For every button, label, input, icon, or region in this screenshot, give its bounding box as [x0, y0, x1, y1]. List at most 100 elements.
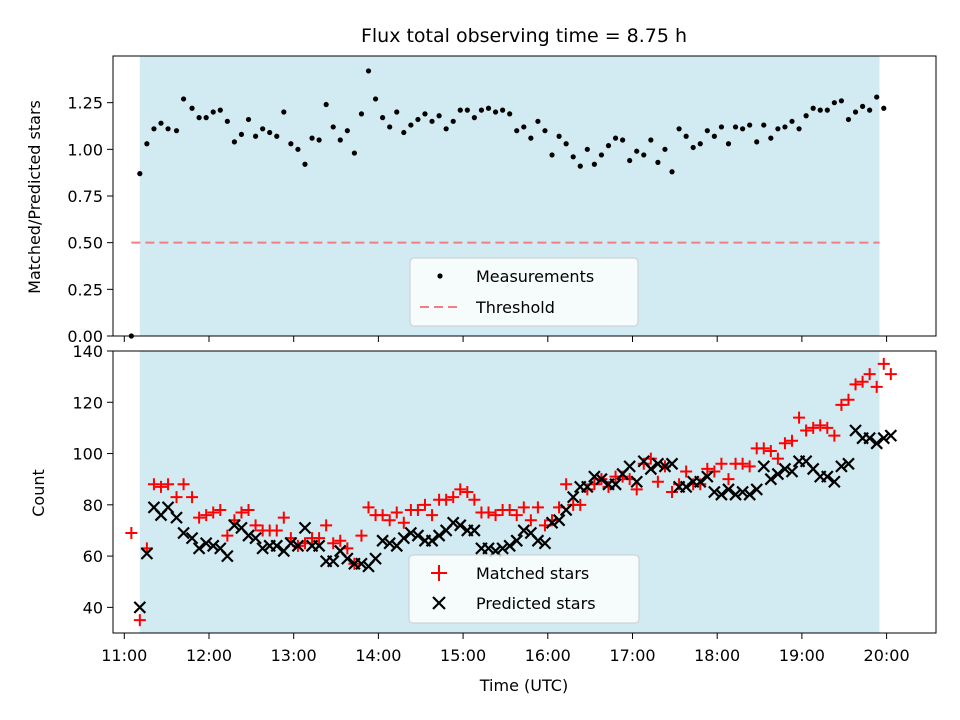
measurement-point [158, 120, 164, 126]
matched-star-point [574, 498, 587, 511]
measurement-point [267, 129, 273, 136]
matched-star-point [200, 509, 213, 522]
predicted-star-point [312, 539, 326, 553]
matched-star-point [771, 452, 784, 465]
x-tick-label: 17:00 [609, 646, 655, 665]
bottom-x-axis: 11:00 12:00 13:00 14:00 15:00 16:00 17:00 18:00… [101, 633, 910, 665]
predicted-star-point [630, 475, 644, 489]
measurement-point [704, 128, 710, 134]
measurement-point [563, 141, 569, 147]
matched-star-point [856, 375, 869, 388]
measurement-point [387, 124, 393, 130]
matched-star-point [397, 516, 410, 529]
predicted-star-point [877, 431, 891, 445]
bottom-y-tick-label: 60 [83, 547, 103, 566]
matched-legend-marker [431, 565, 447, 581]
measurement-point [295, 146, 301, 152]
predicted-star-point [376, 534, 389, 547]
bottom-panel: 40 60 80 100 120 140 11:00 12:00 13:00 14:00 15:0… [29, 342, 937, 695]
predicted-star-point [863, 431, 876, 445]
measurements-legend-marker [437, 273, 443, 279]
measurement-point [747, 122, 753, 128]
bottom-y-tick-label: 100 [72, 445, 103, 464]
matched-star-point [510, 509, 523, 522]
measurement-point [549, 152, 555, 158]
measurement-point [641, 152, 647, 158]
measurement-point [457, 107, 463, 113]
measurement-point [528, 135, 534, 141]
predicted-star-point [249, 531, 262, 545]
matched-star-point [327, 537, 340, 550]
measurement-point [683, 133, 689, 139]
predicted-star-point [566, 490, 580, 504]
measurement-point [245, 116, 252, 123]
measurement-point [556, 133, 562, 139]
matched-star-point [221, 529, 234, 542]
predicted-star-point [595, 472, 608, 486]
measurement-point [697, 141, 703, 147]
predicted-star-point [750, 483, 763, 496]
measurement-point [514, 128, 520, 134]
measurement-point [471, 115, 477, 121]
matched-star-point [736, 457, 749, 470]
measurement-point [669, 169, 675, 175]
predicted-star-point [821, 470, 834, 483]
predicted-star-point [764, 472, 778, 486]
matched-star-point [807, 421, 820, 434]
matched-star-point [877, 357, 890, 370]
matched-star-point [214, 503, 227, 516]
predicted-star-point [468, 524, 481, 537]
predicted-star-point [170, 511, 183, 524]
predicted-star-point [404, 526, 418, 540]
predicted-star-point [701, 470, 714, 483]
measurement-point [165, 126, 171, 132]
x-axis-label: Time (UTC) [479, 676, 568, 695]
measurement-point [422, 111, 428, 117]
matched-star-point [376, 509, 389, 522]
measurement-point [281, 109, 287, 115]
x-tick-label: 20:00 [864, 646, 910, 665]
measurement-point [655, 159, 661, 165]
measurement-point [500, 107, 506, 113]
matched-star-point [708, 465, 721, 478]
measurement-point [859, 103, 866, 109]
measurement-point [768, 135, 774, 141]
top-y-axis: 0.00 0.25 0.50 0.75 1.00 1.25 [67, 94, 113, 346]
measurement-point [365, 68, 372, 74]
measurement-point [288, 141, 294, 147]
top-y-axis-label: Matched/Predicted stars [25, 100, 44, 294]
measurement-point [507, 111, 513, 117]
measurement-point [436, 113, 442, 119]
measurement-point [591, 161, 597, 167]
measurement-point [676, 126, 682, 132]
measurement-point [260, 126, 266, 132]
x-tick-label: 19:00 [779, 646, 825, 665]
predicted-legend-label: Predicted stars [476, 594, 596, 613]
predicted-star-point [545, 516, 559, 530]
matched-star-point [177, 478, 190, 491]
predicted-star-point [411, 529, 425, 542]
predicted-star-point [270, 539, 284, 553]
measurement-point [415, 116, 421, 123]
predicted-star-point [369, 552, 382, 565]
measurement-point [330, 124, 336, 130]
measurement-point [180, 96, 187, 102]
predicted-star-point [256, 542, 269, 555]
x-tick-label: 12:00 [186, 646, 232, 665]
measurement-point [761, 122, 767, 128]
measurement-point [429, 118, 435, 124]
measurement-point [210, 109, 216, 115]
predicted-star-point [284, 536, 298, 550]
matched-star-point [154, 480, 167, 493]
predicted-star-point [743, 488, 756, 501]
measurement-point [542, 128, 548, 134]
measurement-point [478, 107, 485, 113]
bottom-y-tick-label: 120 [72, 393, 103, 412]
top-y-tick-label: 0.50 [67, 234, 103, 253]
top-legend-box [409, 257, 639, 327]
matched-star-point [701, 462, 714, 475]
measurement-point [151, 126, 157, 132]
predicted-star-point [531, 534, 545, 547]
matched-star-point [835, 398, 848, 411]
predicted-star-point [503, 539, 516, 553]
